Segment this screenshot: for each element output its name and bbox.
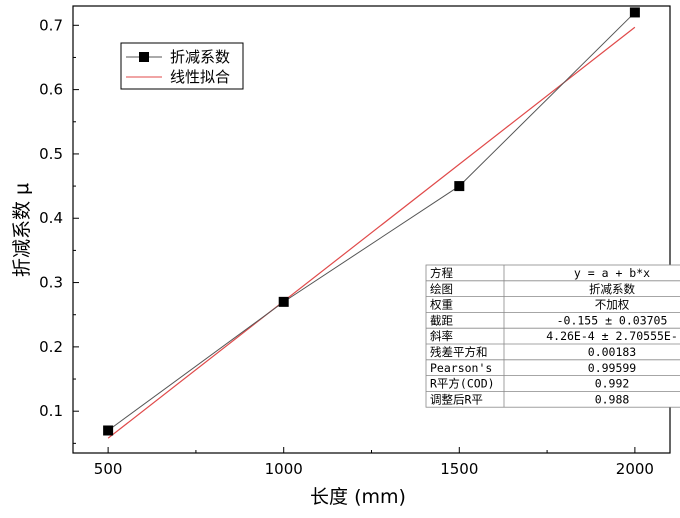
x-tick-label: 1000 — [265, 460, 303, 478]
data-point — [103, 425, 114, 436]
stats-table-value: 折减系数 — [589, 282, 635, 296]
stats-table-value: -0.155 ± 0.03705 — [557, 313, 668, 327]
data-point — [278, 296, 289, 307]
legend-box — [120, 42, 244, 90]
stats-table-key: 调整后R平 — [430, 392, 483, 406]
legend: 折减系数 线性拟合 — [120, 42, 244, 90]
stats-table-value: y = a + b*x — [574, 266, 650, 280]
stats-table-key: 截距 — [430, 313, 453, 327]
stats-table-key: 权重 — [430, 298, 453, 312]
x-tick-label: 500 — [94, 460, 123, 478]
y-tick-label: 0.3 — [39, 274, 63, 292]
x-tick-label: 2000 — [616, 460, 654, 478]
stats-table-frame — [425, 264, 680, 408]
stats-table-key: 方程 — [430, 266, 453, 280]
stats-table-key: Pearson's — [430, 361, 492, 375]
legend-marker-series-1 — [139, 52, 149, 62]
stats-table-key: 绘图 — [430, 282, 453, 296]
stats-table-value: 0.00183 — [588, 345, 637, 359]
series-line-data — [107, 12, 636, 431]
stats-table-value: 0.988 — [595, 392, 630, 406]
legend-label-series-2: 线性拟合 — [170, 68, 230, 86]
x-tick-label: 1500 — [440, 460, 478, 478]
data-point — [454, 181, 465, 192]
series-line-fit — [107, 26, 636, 439]
y-axis-title: 折减系数 μ — [11, 183, 33, 277]
stats-table-key: R平方(COD) — [430, 377, 495, 391]
stats-table-key: 残差平方和 — [430, 345, 488, 359]
stats-table-value: 不加权 — [595, 298, 630, 312]
y-tick-label: 0.6 — [39, 81, 63, 99]
stats-table-value: 0.99599 — [588, 361, 637, 375]
y-tick-label: 0.2 — [39, 338, 63, 356]
data-point — [629, 7, 640, 18]
stats-table-value: 0.992 — [595, 377, 630, 391]
y-tick-label: 0.5 — [39, 145, 63, 163]
y-tick-label: 0.4 — [39, 209, 63, 227]
y-tick-label: 0.7 — [39, 16, 63, 34]
y-tick-label: 0.1 — [39, 402, 63, 420]
legend-label-series-1: 折减系数 — [170, 48, 230, 66]
stats-table-value: 4.26E-4 ± 2.70555E- — [546, 329, 678, 343]
x-axis-title: 长度 (mm) — [310, 486, 406, 508]
data-series — [103, 7, 640, 439]
stats-table-key: 斜率 — [430, 329, 453, 343]
axis-ticks: 500 1000 1500 2000 0.1 0.2 0.3 0.4 0.5 0.6 0.7 — [39, 16, 654, 478]
